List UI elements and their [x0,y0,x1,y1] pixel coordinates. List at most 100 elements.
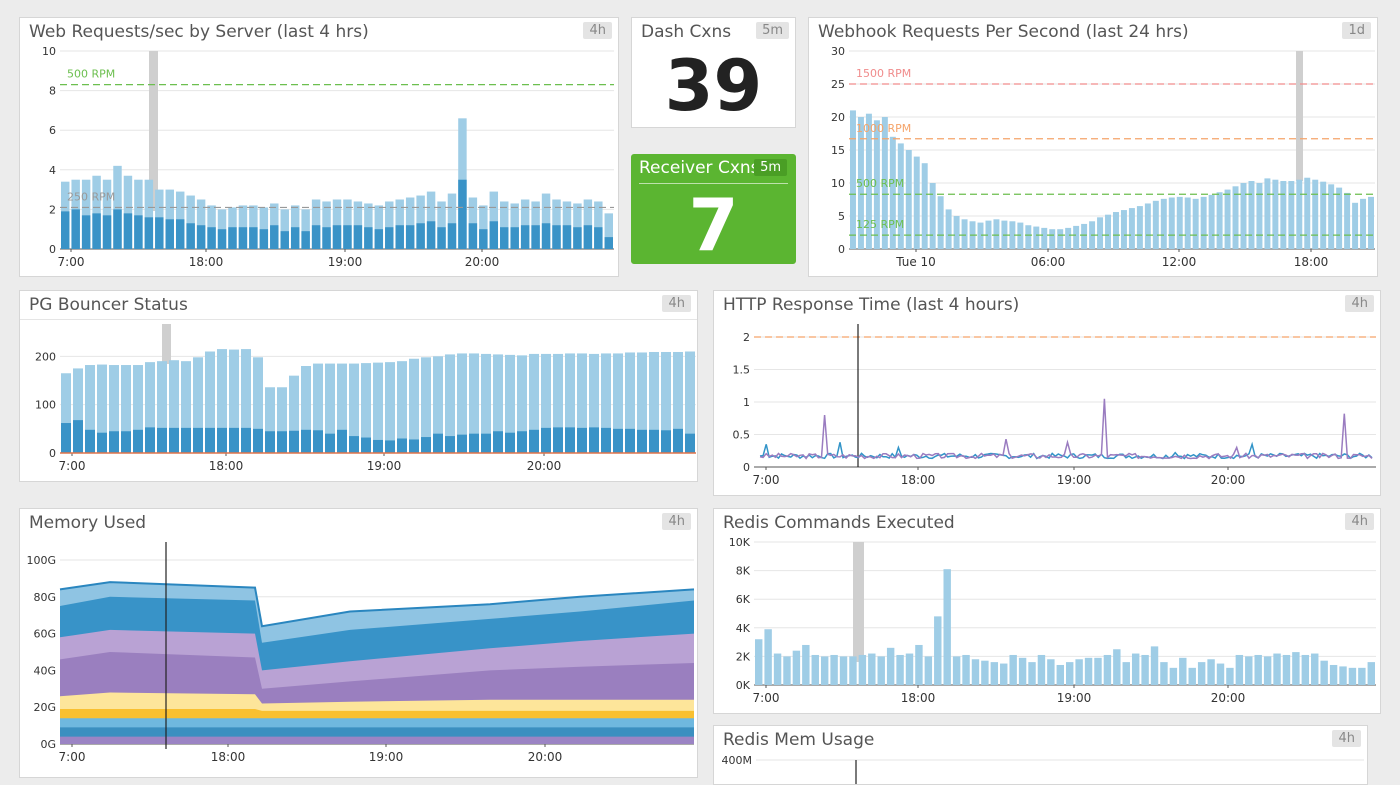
y-tick-label: 80G [33,591,56,604]
timeframe-badge[interactable]: 4h [1332,730,1361,747]
timeframe-badge[interactable]: 4h [662,513,691,530]
bar-series-b [325,433,335,453]
bar [1168,197,1175,249]
x-tick-label: 20:00 [1211,691,1246,705]
timeframe-badge[interactable]: 4h [1345,513,1374,530]
bar [849,656,857,685]
bar-series-b [613,428,623,453]
bar [1301,654,1310,685]
memory-area-layer [60,736,694,744]
y-tick-label: 10 [42,45,56,58]
bar [1192,198,1199,249]
bar-series-a [364,203,373,249]
x-tick-label: 19:00 [328,255,363,269]
bar [1081,223,1088,249]
http-response-chart[interactable]: 0 0.5 1 1.5 2 7:00 18:00 19:00 20:00 [714,291,1381,496]
y-tick-label: 20G [33,701,56,714]
bar-series-b [661,430,671,453]
redis-mem-chart[interactable]: 400M [714,726,1368,785]
bar [1282,654,1291,685]
bar-series-a [109,365,119,453]
bar-series-a [265,387,275,453]
bar-series-b [604,237,613,249]
bar-series-a [637,352,647,453]
x-tick-label: 19:00 [367,459,402,473]
bar-series-b [157,427,167,453]
panel-web-requests[interactable]: Web Requests/sec by Server (last 4 hrs) … [19,17,619,277]
panel-http-response[interactable]: HTTP Response Time (last 4 hours) 4h 0 0.… [713,290,1381,496]
bar-series-b [186,223,195,249]
x-tick-label: 20:00 [465,255,500,269]
panel-memory[interactable]: Memory Used 4h 0G 20G 40G 60G 80G 100G 7:00 18:… [19,508,698,778]
timeframe-badge[interactable]: 4h [1345,295,1374,312]
panel-pg-bouncer[interactable]: PG Bouncer Status 4h 0 100 200 7:00 18:00 19:… [19,290,698,482]
bar [1041,227,1048,249]
timeframe-badge[interactable]: 5m [756,22,789,39]
hover-cursor [1296,51,1303,181]
panel-webhook[interactable]: Webhook Requests Per Second (last 24 hrs… [808,17,1378,277]
bar-series-a [426,191,436,249]
panel-dash-cxns[interactable]: Dash Cxns 5m 39 [631,17,796,128]
bar [1320,660,1328,685]
bar [924,656,933,685]
redis-commands-chart[interactable]: 0K 2K 4K 6K 8K 10K 7:00 18:00 19:00 20:00 [714,509,1381,714]
bar-series-a [573,203,582,249]
bar [1188,667,1196,685]
pg-bouncer-chart[interactable]: 0 100 200 7:00 18:00 19:00 20:00 [20,291,698,482]
bar-series-b [165,219,174,249]
bar [905,653,914,685]
receiver-cxns-value: 7 [688,183,739,264]
x-tick-label: 18:00 [189,255,224,269]
y-tick-label: 25 [831,78,845,91]
dash-cxns-value: 39 [664,45,763,127]
bar [1280,181,1287,249]
bar [1033,226,1040,249]
x-tick-label: 18:00 [209,459,244,473]
bar-series-b [343,225,352,249]
bar [877,656,885,685]
memory-chart[interactable]: 0G 20G 40G 60G 80G 100G 7:00 18:00 19:00 20:00 [20,509,698,778]
bar-series-a [613,353,623,453]
panel-receiver-cxns[interactable]: Receiver Cxns 5m 7 [631,154,796,264]
bar-series-a [385,201,394,249]
bar [945,209,952,249]
timeframe-badge[interactable]: 4h [662,295,691,312]
bar-series-b [601,427,611,453]
bar [1094,657,1102,685]
webhook-chart[interactable]: 0 5 10 15 20 25 30 Tue 10 06:00 12:00 18:00 1500 RP… [809,18,1378,277]
bar-series-b [102,215,112,249]
bar [1197,662,1206,685]
timeframe-badge[interactable]: 4h [583,22,612,39]
panel-redis-mem[interactable]: Redis Mem Usage 4h 400M [713,725,1368,785]
bar [873,120,880,249]
threshold-label: 1500 RPM [856,67,911,80]
bar [1224,189,1231,249]
bar-series-a [289,375,299,453]
y-tick-label: 0 [838,243,845,256]
bar-series-b [277,431,287,453]
bar-series-a [332,199,342,249]
y-tick-label: 8K [736,565,751,578]
bar-series-b [395,225,404,249]
y-tick-label: 0.5 [733,429,751,442]
timeframe-badge[interactable]: 5m [754,159,787,176]
bar-series-b [373,439,383,453]
bar-series-a [553,353,563,453]
bar [921,163,928,249]
bar [1352,202,1359,249]
bar [1025,225,1032,249]
panel-redis-cmds[interactable]: Redis Commands Executed 4h 0K 2K 4K 6K 8K 10K… [713,508,1381,714]
bar-series-b [685,433,695,453]
bar-series-b [552,225,561,249]
bar [1368,196,1374,249]
bar-series-b [405,225,415,249]
timeframe-badge[interactable]: 1d [1342,22,1371,39]
bar [1235,654,1244,685]
bar-series-b [81,215,91,249]
y-tick-label: 6K [736,593,751,606]
web-requests-chart[interactable]: 0 2 4 6 8 10 7:00 18:00 19:00 20:00 500 RPM 250 RPM [20,18,619,277]
bar-series-b [249,227,258,249]
y-tick-label: 100 [35,399,56,412]
response-time-line [759,398,1373,460]
bar [1339,666,1347,685]
